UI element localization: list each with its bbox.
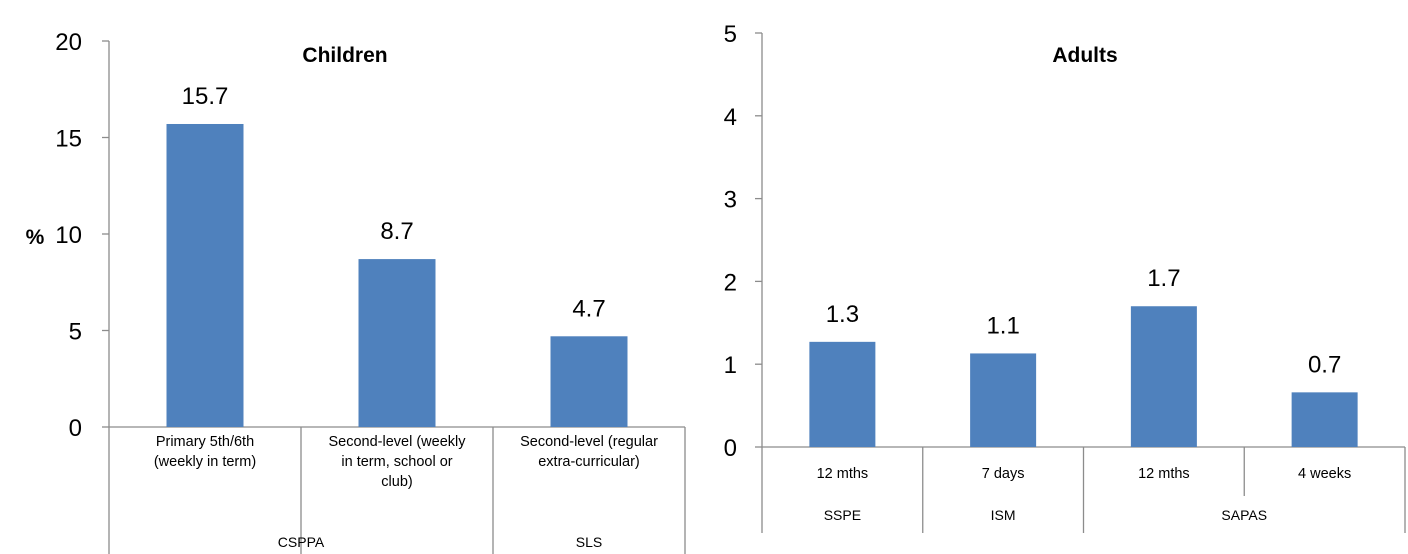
- adults-bar: [1131, 306, 1197, 447]
- adults-category-label: 12 mths: [1138, 466, 1190, 482]
- children-y-tick-label: 15: [55, 126, 82, 153]
- adults-group-label: ISM: [991, 507, 1016, 523]
- adults-y-tick-label: 5: [724, 21, 737, 48]
- children-y-tick-label: 10: [55, 222, 82, 249]
- adults-y-tick-label: 0: [724, 435, 737, 462]
- children-data-label: 15.7: [182, 83, 229, 110]
- adults-data-label: 1.3: [826, 301, 859, 328]
- children-bar: [359, 259, 436, 427]
- adults-y-tick-label: 4: [724, 104, 737, 131]
- children-data-label: 4.7: [572, 295, 605, 322]
- children-category-label: Second-level (regular: [520, 434, 658, 450]
- children-y-axis-label: %: [26, 226, 45, 249]
- adults-chart-title: Adults: [1052, 44, 1117, 67]
- adults-category-label: 4 weeks: [1298, 466, 1351, 482]
- adults-y-tick-label: 3: [724, 187, 737, 214]
- adults-category-label: 12 mths: [817, 466, 869, 482]
- children-group-label: SLS: [576, 534, 602, 550]
- adults-bar: [809, 342, 875, 447]
- children-category-label: Primary 5th/6th: [156, 434, 254, 450]
- adults-group-label: SAPAS: [1221, 507, 1267, 523]
- adults-data-label: 1.1: [986, 312, 1019, 339]
- adults-y-tick-label: 1: [724, 352, 737, 379]
- children-chart: Children % 0 5 10 15 20 15.7 Primary 5th/6th (w…: [26, 29, 685, 554]
- adults-y-tick-label: 2: [724, 269, 737, 296]
- children-group-label: CSPPA: [278, 534, 325, 550]
- children-category-label: Second-level (weekly: [328, 434, 466, 450]
- children-bar: [551, 336, 628, 427]
- adults-category-label: 7 days: [982, 466, 1025, 482]
- adults-bar: [970, 353, 1036, 447]
- adults-data-label: 1.7: [1147, 265, 1180, 292]
- children-y-tick-label: 0: [69, 415, 82, 442]
- children-category-label: in term, school or: [341, 454, 452, 470]
- children-category-label: extra-curricular): [538, 454, 640, 470]
- adults-data-label: 0.7: [1308, 351, 1341, 378]
- adults-bar: [1292, 392, 1358, 447]
- children-y-tick-label: 5: [69, 319, 82, 346]
- adults-group-label: SSPE: [824, 507, 861, 523]
- children-category-label: (weekly in term): [154, 454, 256, 470]
- children-y-tick-label: 20: [55, 29, 82, 56]
- children-bar: [167, 124, 244, 427]
- children-category-label: club): [381, 474, 412, 490]
- children-chart-title: Children: [302, 44, 387, 67]
- adults-chart: Adults 0 1 2 3 4 5 1.3 12 mths 1.1 7 days 1.7 12 mt…: [724, 21, 1405, 533]
- children-data-label: 8.7: [380, 218, 413, 245]
